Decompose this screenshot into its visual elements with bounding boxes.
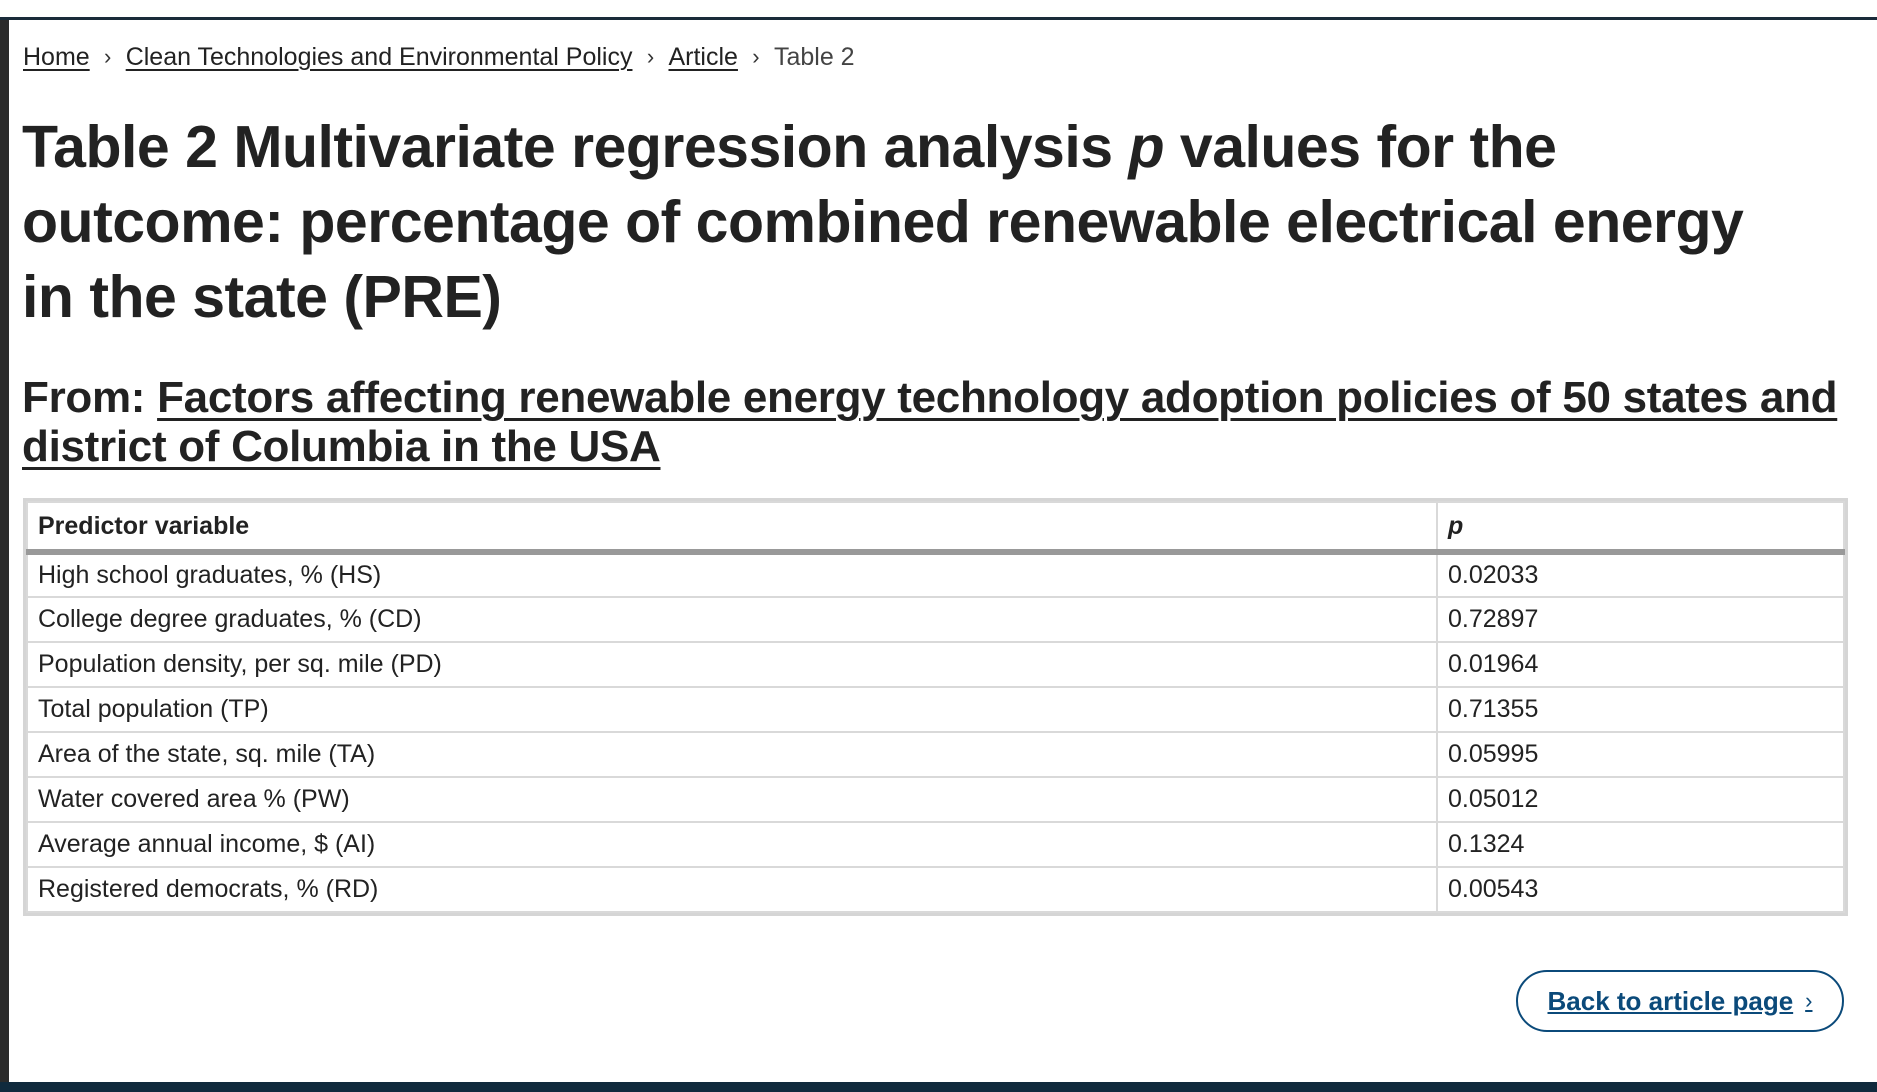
cell-predictor: Total population (TP) xyxy=(26,686,1438,733)
chevron-right-icon: › xyxy=(104,44,112,69)
title-p-symbol: p xyxy=(1128,114,1164,180)
source-article-link[interactable]: Factors affecting renewable energy techn… xyxy=(22,373,1838,471)
cell-predictor: College degree graduates, % (CD) xyxy=(26,596,1438,643)
table-row: Water covered area % (PW) 0.05012 xyxy=(26,776,1845,823)
breadcrumb-current: Table 2 xyxy=(773,42,855,71)
cell-predictor: Registered democrats, % (RD) xyxy=(26,866,1438,913)
table-row: High school graduates, % (HS) 0.02033 xyxy=(26,551,1845,598)
cell-predictor: Water covered area % (PW) xyxy=(26,776,1438,823)
cell-p-value: 0.01964 xyxy=(1436,641,1845,688)
breadcrumb: Home › Clean Technologies and Environmen… xyxy=(23,40,855,74)
table-header-row: Predictor variable p xyxy=(26,501,1845,555)
breadcrumb-article-link[interactable]: Article xyxy=(668,42,738,71)
footer-bar xyxy=(0,1082,1877,1092)
breadcrumb-journal-link[interactable]: Clean Technologies and Environmental Pol… xyxy=(125,42,633,71)
cell-predictor: Area of the state, sq. mile (TA) xyxy=(26,731,1438,778)
back-to-article-button[interactable]: Back to article page › xyxy=(1516,970,1844,1032)
cell-predictor: Average annual income, $ (AI) xyxy=(26,821,1438,868)
table-row: Population density, per sq. mile (PD) 0.… xyxy=(26,641,1845,688)
table-row: Registered democrats, % (RD) 0.00543 xyxy=(26,866,1845,913)
top-header-bar xyxy=(0,0,1877,20)
cell-p-value: 0.05012 xyxy=(1436,776,1845,823)
table-row: College degree graduates, % (CD) 0.72897 xyxy=(26,596,1845,643)
page-title: Table 2 Multivariate regression analysis… xyxy=(22,110,1802,335)
cell-p-value: 0.71355 xyxy=(1436,686,1845,733)
table-row: Area of the state, sq. mile (TA) 0.05995 xyxy=(26,731,1845,778)
cell-predictor: Population density, per sq. mile (PD) xyxy=(26,641,1438,688)
cell-p-value: 0.05995 xyxy=(1436,731,1845,778)
cell-p-value: 0.00543 xyxy=(1436,866,1845,913)
data-table: Predictor variable p High school graduat… xyxy=(26,501,1845,913)
regression-table: Predictor variable p High school graduat… xyxy=(23,498,1848,916)
source-article-line: From: Factors affecting renewable energy… xyxy=(22,373,1842,471)
chevron-right-icon: › xyxy=(752,44,760,69)
column-header-p: p xyxy=(1436,501,1845,555)
chevron-right-icon: › xyxy=(646,44,655,69)
breadcrumb-home-link[interactable]: Home xyxy=(23,42,90,71)
cell-predictor: High school graduates, % (HS) xyxy=(26,551,1438,598)
cell-p-value: 0.1324 xyxy=(1436,821,1845,868)
title-prefix: Table 2 Multivariate regression analysis xyxy=(22,114,1129,180)
title-suffix: values for the outcome: percentage of co… xyxy=(22,114,1744,330)
back-button-label: Back to article page xyxy=(1547,985,1794,1016)
table-row: Average annual income, $ (AI) 0.1324 xyxy=(26,821,1845,868)
from-label: From: xyxy=(22,373,158,422)
cell-p-value: 0.02033 xyxy=(1436,551,1845,598)
chevron-right-icon: › xyxy=(1805,988,1813,1013)
table-row: Total population (TP) 0.71355 xyxy=(26,686,1845,733)
cell-p-value: 0.72897 xyxy=(1436,596,1845,643)
column-header-predictor: Predictor variable xyxy=(26,501,1438,555)
